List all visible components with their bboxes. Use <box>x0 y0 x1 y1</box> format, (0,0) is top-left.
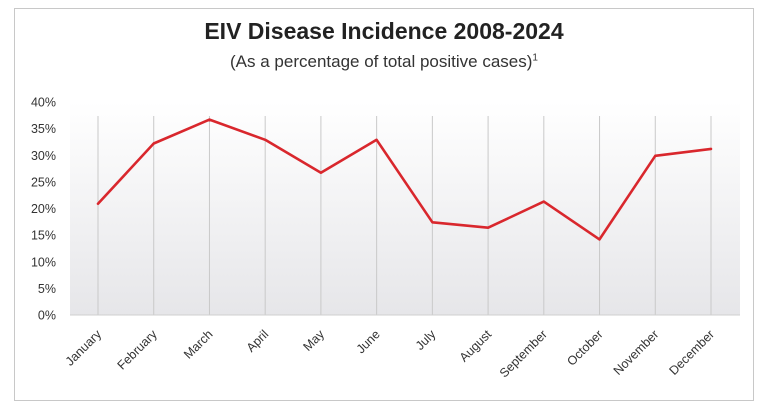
x-tick-label: July <box>413 327 439 353</box>
x-tick-label: April <box>244 327 272 355</box>
y-tick-label: 30% <box>31 149 56 163</box>
gridlines <box>97 116 712 315</box>
chart-title: EIV Disease Incidence 2008-2024 <box>204 18 564 44</box>
y-tick-label: 40% <box>31 96 56 110</box>
footnote-marker: 1 <box>532 52 538 64</box>
chart-subtitle: (As a percentage of total positive cases… <box>0 52 768 72</box>
x-axis-ticks: January February March April May June July Augu… <box>63 327 717 381</box>
y-tick-label: 0% <box>38 309 56 323</box>
y-axis-ticks: 0% 5% 10% 15% 20% 25% 30% 35% 40% <box>31 96 56 323</box>
x-tick-label: August <box>457 327 495 365</box>
x-tick-label: March <box>181 327 215 361</box>
series-group <box>96 118 713 241</box>
chart-subtitle-text: (As a percentage of total positive cases… <box>230 52 533 71</box>
y-tick-label: 35% <box>31 122 56 136</box>
x-tick-label: May <box>300 327 327 354</box>
x-tick-label: June <box>354 327 383 356</box>
y-tick-label: 5% <box>38 282 56 296</box>
x-tick-label: November <box>611 327 662 378</box>
x-tick-label: December <box>666 327 717 378</box>
x-tick-label: January <box>63 327 105 369</box>
y-tick-label: 25% <box>31 175 56 189</box>
y-tick-label: 15% <box>31 229 56 243</box>
x-tick-label: September <box>497 327 550 380</box>
x-tick-label: October <box>564 327 605 368</box>
x-tick-label: February <box>115 327 161 373</box>
plot-area-background <box>70 102 740 315</box>
y-tick-label: 10% <box>31 255 56 269</box>
y-tick-label: 20% <box>31 202 56 216</box>
series-line <box>96 118 713 241</box>
